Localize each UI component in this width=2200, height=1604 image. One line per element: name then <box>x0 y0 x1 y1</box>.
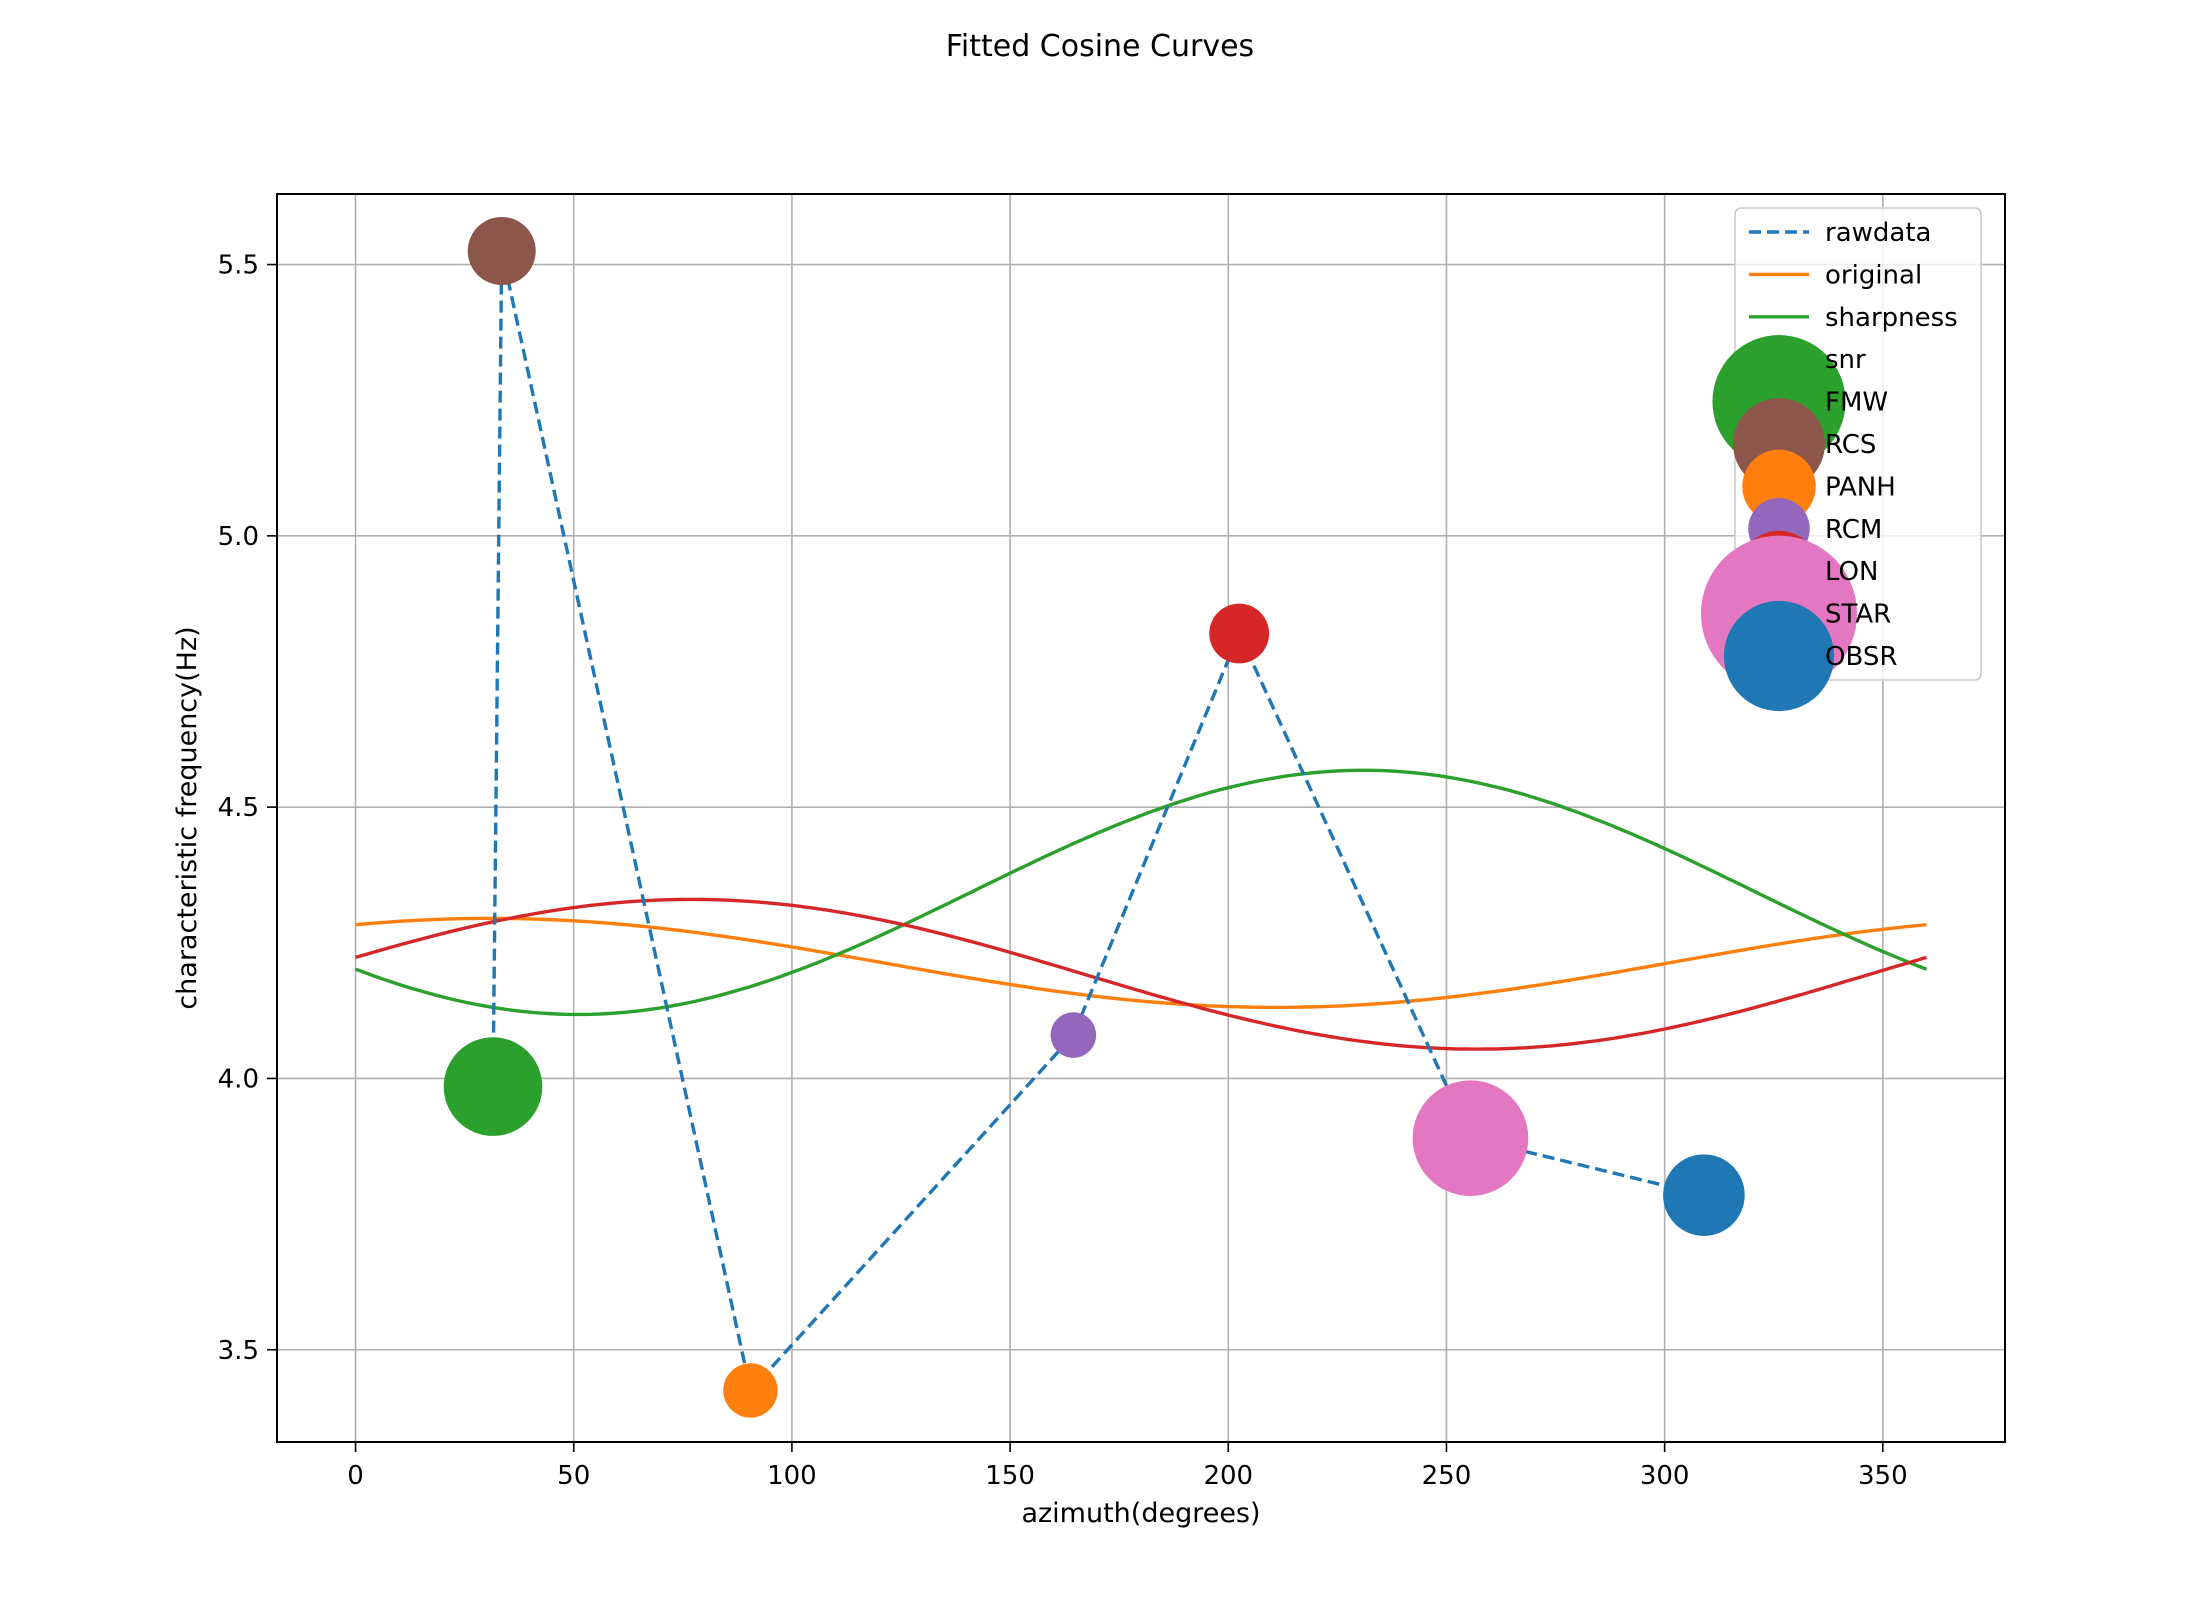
legend-label-original: original <box>1825 260 1922 290</box>
plot-frame <box>276 193 2006 1443</box>
legend-label-sharpness: sharpness <box>1825 303 1958 333</box>
legend-label-rawdata: rawdata <box>1825 218 1931 248</box>
station-marker-star <box>1412 1080 1529 1196</box>
y-axis-label: characteristic frequency(Hz) <box>172 626 203 1009</box>
axis-ticks: 0 50 100 150 200 250 300 350 3.5 4.0 4.5 5.0 5.5 <box>218 251 1908 1491</box>
fitted-curves <box>354 768 1928 1051</box>
station-marker-panh <box>723 1363 778 1418</box>
legend-label-panh: PANH <box>1825 472 1896 502</box>
x-tick-label: 50 <box>557 1461 590 1491</box>
station-marker-obsr <box>1663 1154 1745 1236</box>
y-tick-label: 4.5 <box>218 793 259 823</box>
chart-title: Fitted Cosine Curves <box>946 29 1254 64</box>
y-tick-label: 4.0 <box>218 1064 259 1094</box>
legend-label-snr: snr <box>1825 345 1866 375</box>
legend-label-lon: LON <box>1825 557 1878 587</box>
rawdata-series <box>491 250 1705 1395</box>
snr-curve <box>355 897 1927 1051</box>
x-tick-label: 350 <box>1858 1461 1908 1491</box>
legend-label-fmw: FMW <box>1825 388 1888 418</box>
x-tick-label: 150 <box>985 1461 1035 1491</box>
legend-label-rcm: RCM <box>1825 515 1882 545</box>
x-tick-label: 0 <box>347 1461 364 1491</box>
station-marker-lon <box>1209 603 1270 664</box>
legend-label-obsr: OBSR <box>1825 642 1897 672</box>
original-curve <box>355 916 1927 1010</box>
legend-label-star: STAR <box>1825 600 1891 630</box>
y-tick-label: 5.0 <box>218 522 259 552</box>
x-tick-label: 100 <box>767 1461 817 1491</box>
legend-label-rcs: RCS <box>1825 430 1876 460</box>
x-tick-label: 200 <box>1203 1461 1253 1491</box>
station-marker-rcm <box>1050 1012 1097 1058</box>
y-tick-label: 3.5 <box>218 1336 259 1366</box>
station-marker-fmw <box>443 1037 543 1136</box>
legend-marker-obsr <box>1723 600 1835 712</box>
x-tick-label: 250 <box>1422 1461 1472 1491</box>
x-axis-label: azimuth(degrees) <box>1021 1498 1260 1529</box>
legend: rawdata original sharpness snr FMW RCS PANH RCM… <box>1700 207 1982 712</box>
station-markers <box>443 216 1745 1418</box>
station-marker-rcs <box>467 216 536 285</box>
rawdata-line <box>491 250 1705 1395</box>
x-tick-label: 300 <box>1640 1461 1690 1491</box>
y-tick-label: 5.5 <box>218 251 259 281</box>
sharpness-curve <box>354 768 1928 1017</box>
